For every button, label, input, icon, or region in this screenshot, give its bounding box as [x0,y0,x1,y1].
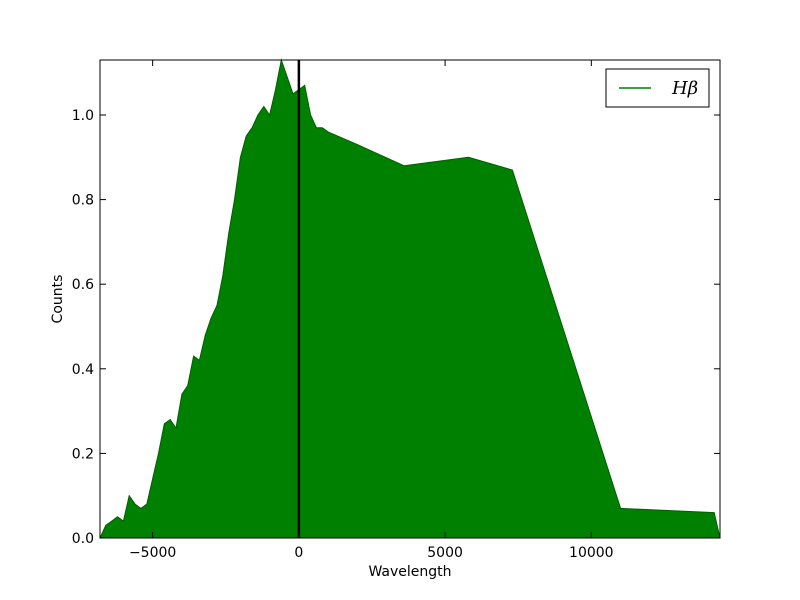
area-series-0 [99,58,721,539]
y-tick-label: 0.6 [72,277,94,293]
y-tick-label: 0.8 [72,193,94,209]
x-tick-label: 5000 [427,545,463,561]
area-layer [99,58,721,539]
y-tick-label: 0.2 [72,446,94,462]
plot-frame [99,59,721,539]
x-tick-label: 10000 [569,545,614,561]
legend-entry-hbeta: Hβ [671,78,698,99]
x-tick-label: −5000 [129,545,176,561]
x-axis-label: Wavelength [368,564,451,580]
x-tick-label: 0 [294,545,303,561]
y-tick-label: 0.4 [72,362,94,378]
y-axis-label: Counts [50,275,66,324]
legend: Hβ [605,68,710,108]
ticks-layer: −5000 0 5000 10000 0.0 0.2 0.4 0.6 0.8 1.0 [72,60,720,561]
y-tick-label: 1.0 [72,108,94,124]
y-tick-label: 0.0 [72,531,94,547]
